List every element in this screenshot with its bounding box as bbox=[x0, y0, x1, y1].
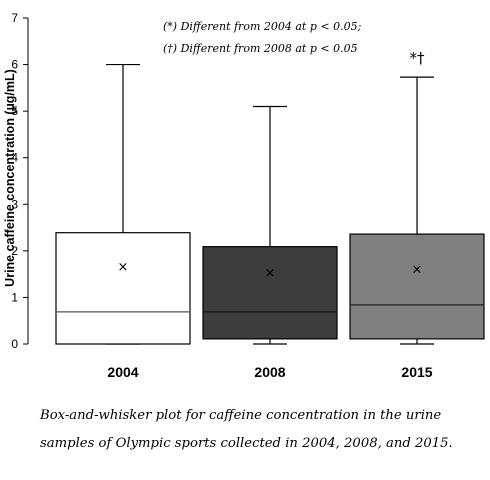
box-group-2015: × *† bbox=[349, 49, 485, 345]
box-group-2008: × bbox=[202, 105, 338, 345]
y-tick-label: 6 bbox=[11, 58, 18, 72]
caption-line-2: samples of Olympic sports collected in 2… bbox=[40, 436, 453, 451]
y-tick-label: 1 bbox=[11, 290, 18, 304]
x-category-label: 2004 bbox=[107, 364, 138, 380]
mean-marker: × bbox=[118, 260, 129, 275]
boxes: × × × *† bbox=[55, 49, 485, 345]
mean-marker: × bbox=[265, 266, 276, 281]
box-iqr bbox=[202, 246, 338, 340]
significance-note: (*) Different from 2004 at p < 0.05; bbox=[163, 20, 362, 33]
box-group-2004: × bbox=[55, 63, 191, 345]
x-category-label: 2015 bbox=[401, 364, 432, 380]
significance-mark: *† bbox=[410, 49, 426, 67]
x-category-label: 2008 bbox=[254, 364, 285, 380]
caption-line-1: Box-and-whisker plot for caffeine concen… bbox=[40, 408, 442, 423]
y-axis-title: Urine caffeine concentration (µg/mL) bbox=[3, 69, 17, 287]
box-iqr bbox=[55, 232, 191, 345]
y-tick-label: 3 bbox=[11, 197, 18, 211]
mean-marker: × bbox=[412, 263, 423, 278]
y-tick-label: 0 bbox=[11, 337, 18, 351]
y-tick-label: 5 bbox=[11, 104, 18, 118]
y-tick-label: 2 bbox=[11, 244, 18, 258]
box-plot-chart: 0 1 2 3 4 5 6 7 Urine caffeine concentration (µg… bbox=[3, 11, 485, 380]
figure-caption: Box-and-whisker plot for caffeine concen… bbox=[40, 402, 485, 458]
box-iqr bbox=[349, 233, 485, 340]
labels: 2004 2008 2015 (*) Different from 2004 at p… bbox=[107, 20, 432, 380]
significance-note: (†) Different from 2008 at p < 0.05 bbox=[163, 42, 358, 55]
axes: 0 1 2 3 4 5 6 7 Urine caffeine concentration (µg… bbox=[3, 11, 29, 351]
y-tick-label: 7 bbox=[11, 11, 18, 25]
y-tick-label: 4 bbox=[11, 151, 18, 165]
